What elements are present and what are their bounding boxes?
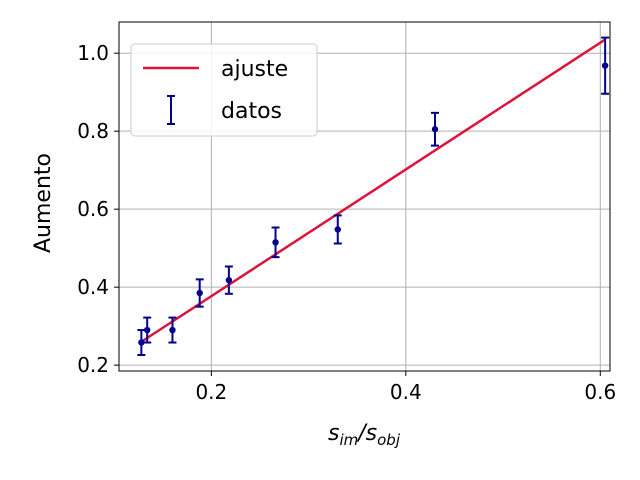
x-axis-label-sub2: obj bbox=[377, 431, 401, 449]
legend-data-swatch bbox=[167, 95, 175, 125]
legend-data-label: datos bbox=[221, 99, 282, 124]
marker bbox=[169, 326, 176, 334]
data-point bbox=[224, 265, 233, 295]
marker bbox=[431, 126, 439, 133]
x-axis-label-main: s bbox=[328, 421, 339, 446]
marker bbox=[272, 239, 279, 246]
y-tick-label: 0.8 bbox=[77, 119, 109, 143]
data-point bbox=[333, 214, 342, 245]
y-tick-label: 0.4 bbox=[77, 275, 109, 299]
x-tick-label: 0.4 bbox=[390, 380, 422, 404]
marker bbox=[138, 339, 145, 346]
ticks: 0.2 0.4 0.6 0.2 0.4 0.6 0.8 1.0 bbox=[77, 41, 616, 404]
marker bbox=[334, 226, 341, 233]
fit-line-layer bbox=[140, 38, 606, 343]
x-tick-label: 0.2 bbox=[195, 380, 227, 404]
x-axis-label: sim/sobj bbox=[328, 421, 401, 449]
x-tick-label: 0.6 bbox=[584, 380, 616, 404]
data-point bbox=[168, 316, 177, 344]
plot-frame bbox=[118, 21, 611, 372]
data-point bbox=[143, 316, 152, 344]
data-point bbox=[601, 36, 610, 95]
data-point bbox=[137, 329, 146, 357]
marker bbox=[225, 276, 233, 284]
data-point bbox=[271, 226, 280, 259]
y-tick-label: 0.6 bbox=[77, 197, 109, 221]
y-tick-label: 1.0 bbox=[77, 41, 109, 65]
marker bbox=[196, 289, 203, 297]
y-tick-label: 0.2 bbox=[77, 353, 109, 377]
data-point bbox=[195, 278, 204, 308]
marker bbox=[143, 326, 151, 334]
y-axis-label: Aumento bbox=[31, 153, 56, 253]
marker bbox=[601, 62, 609, 69]
data-points-layer bbox=[137, 36, 610, 357]
x-axis-label-sep: /s bbox=[356, 421, 377, 446]
legend-fit-label: ajuste bbox=[221, 57, 288, 82]
data-point bbox=[430, 111, 439, 147]
legend: ajuste datos bbox=[130, 43, 318, 137]
fit-line bbox=[140, 38, 606, 343]
x-axis-label-sub1: im bbox=[339, 431, 358, 449]
